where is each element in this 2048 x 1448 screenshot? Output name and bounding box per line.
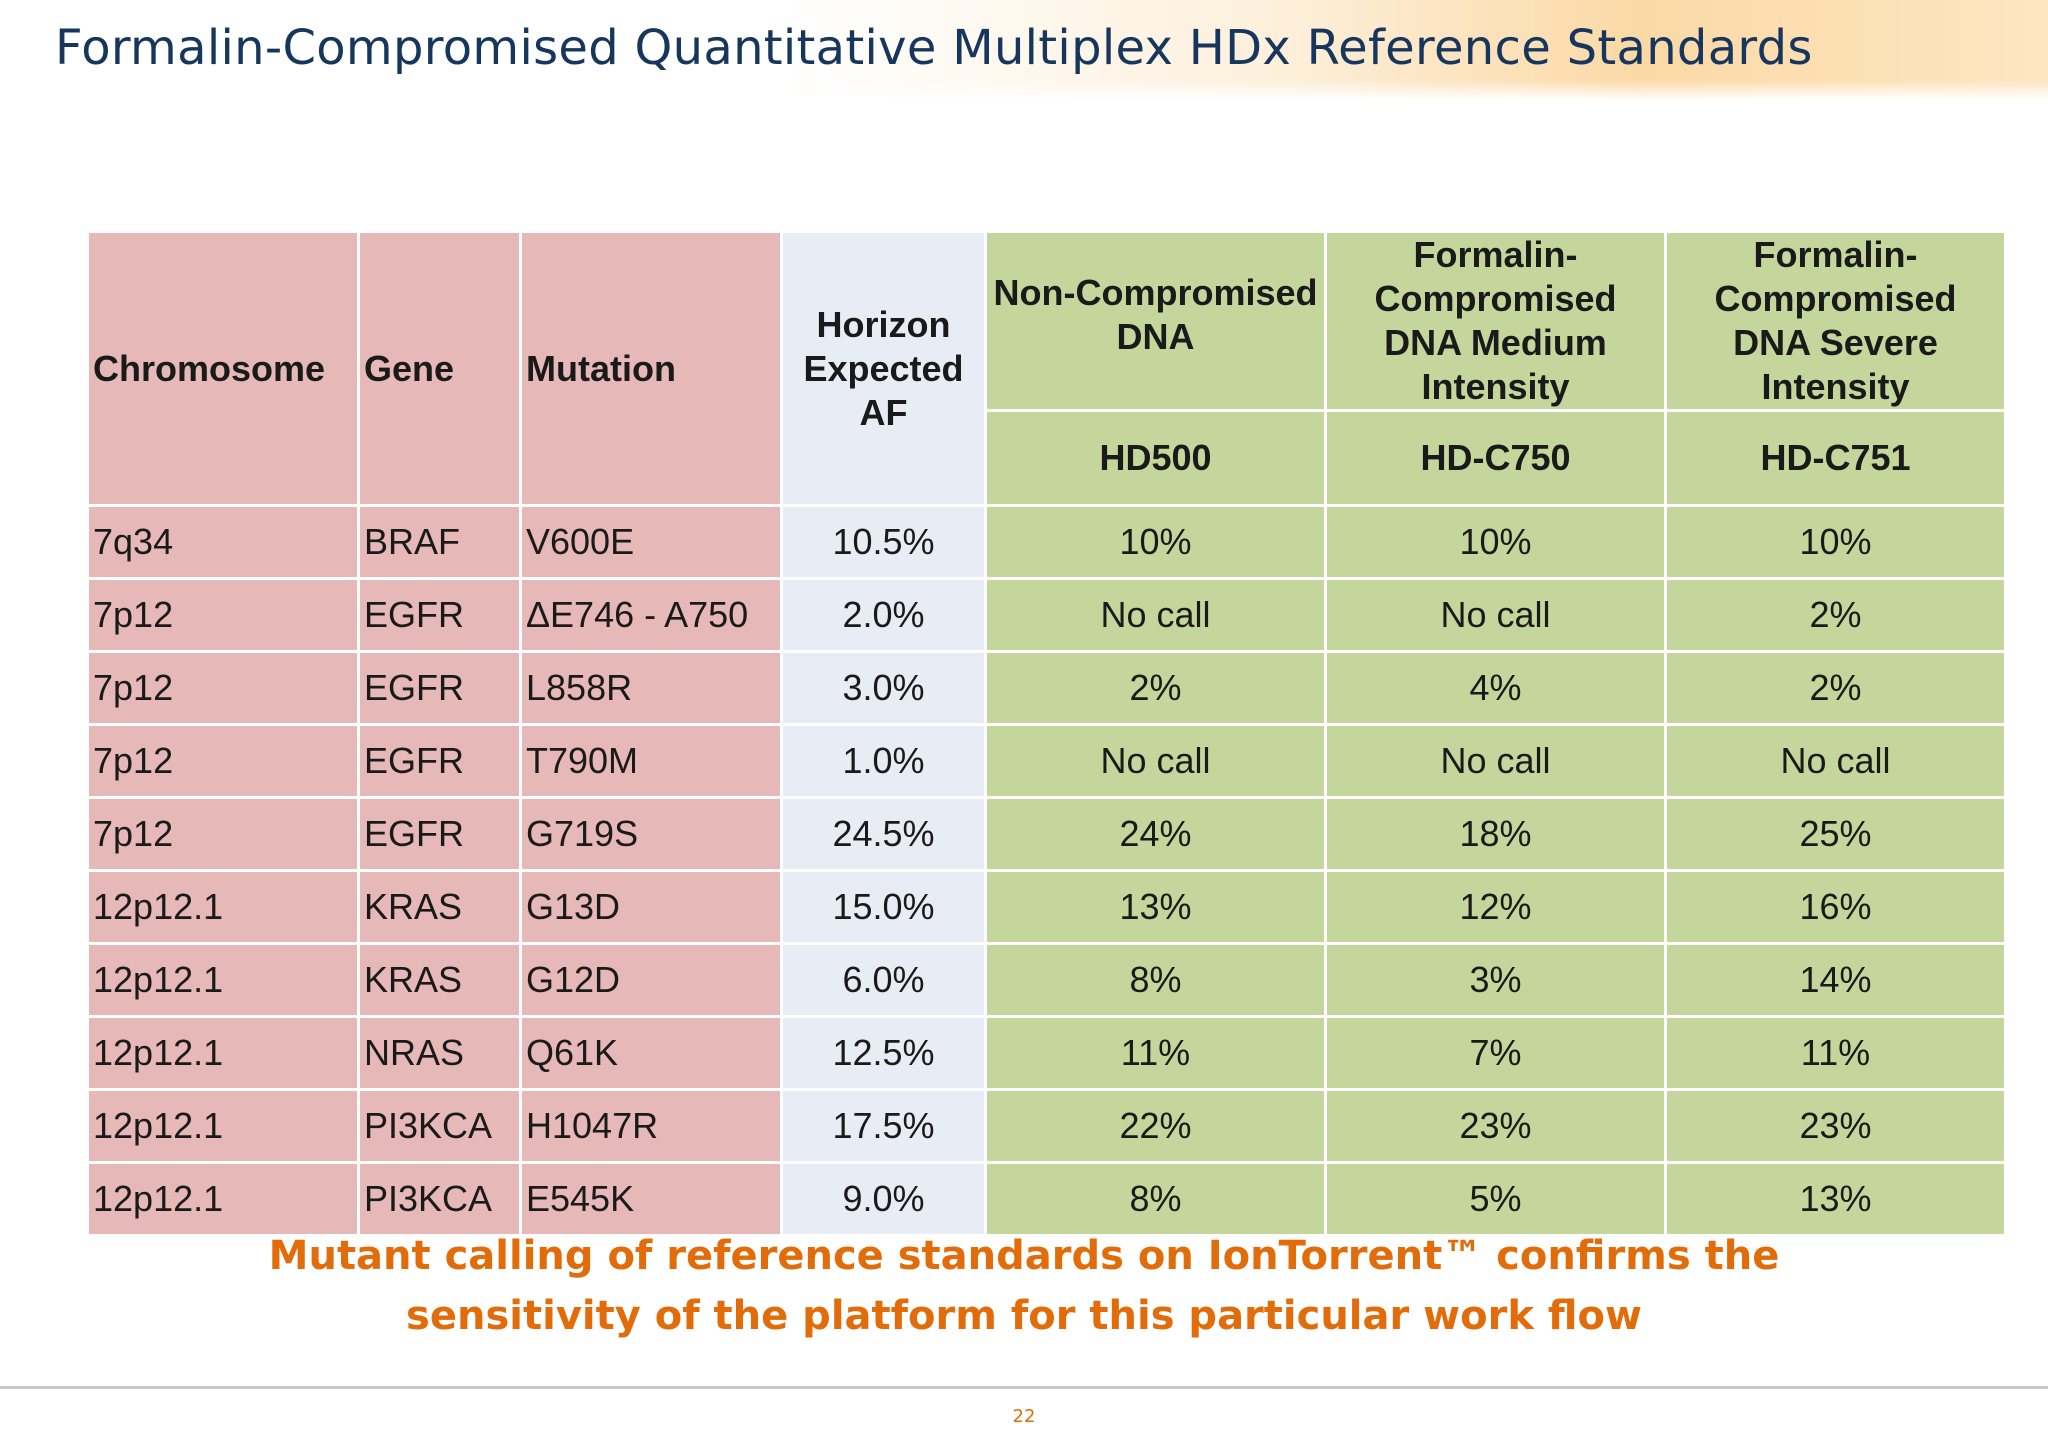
header-non-compromised: Non-Compromised DNA <box>984 230 1327 412</box>
cell-gene: KRAS <box>357 869 522 945</box>
cell-mutation: Q61K <box>519 1015 783 1091</box>
cell-hd-c750: 4% <box>1324 650 1667 726</box>
cell-hd500: 10% <box>984 504 1327 580</box>
cell-hd-c750: 12% <box>1324 869 1667 945</box>
cell-gene: EGFR <box>357 796 522 872</box>
cell-hd-c751: 14% <box>1664 942 2007 1018</box>
table-row: 12p12.1 KRAS G12D 6.0% 8% 3% 14% <box>86 942 2007 1018</box>
cell-expected-af: 9.0% <box>780 1161 987 1237</box>
cell-hd500: 8% <box>984 942 1327 1018</box>
header-hd-c750: HD-C750 <box>1324 409 1667 507</box>
cell-expected-af: 24.5% <box>780 796 987 872</box>
cell-chromosome: 7p12 <box>86 650 360 726</box>
cell-mutation: E545K <box>519 1161 783 1237</box>
cell-chromosome: 7q34 <box>86 504 360 580</box>
header-medium-intensity: Formalin-Compromised DNA Medium Intensit… <box>1324 230 1667 412</box>
cell-chromosome: 12p12.1 <box>86 1161 360 1237</box>
header-mutation: Mutation <box>519 230 783 507</box>
cell-expected-af: 17.5% <box>780 1088 987 1164</box>
cell-hd-c750: 7% <box>1324 1015 1667 1091</box>
cell-hd-c751: 2% <box>1664 577 2007 653</box>
cell-gene: NRAS <box>357 1015 522 1091</box>
cell-expected-af: 1.0% <box>780 723 987 799</box>
cell-hd500: 13% <box>984 869 1327 945</box>
cell-expected-af: 12.5% <box>780 1015 987 1091</box>
header-chromosome: Chromosome <box>86 230 360 507</box>
cell-hd500: 22% <box>984 1088 1327 1164</box>
table-row: 12p12.1 PI3KCA E545K 9.0% 8% 5% 13% <box>86 1161 2007 1237</box>
cell-gene: EGFR <box>357 577 522 653</box>
cell-hd500: 11% <box>984 1015 1327 1091</box>
reference-standards-table: Chromosome Gene Mutation Horizon Expecte… <box>86 230 2007 1237</box>
cell-hd-c750: No call <box>1324 723 1667 799</box>
cell-mutation: V600E <box>519 504 783 580</box>
cell-hd-c750: 23% <box>1324 1088 1667 1164</box>
cell-hd500: 2% <box>984 650 1327 726</box>
cell-hd-c751: 10% <box>1664 504 2007 580</box>
cell-mutation: H1047R <box>519 1088 783 1164</box>
cell-chromosome: 12p12.1 <box>86 1015 360 1091</box>
cell-chromosome: 12p12.1 <box>86 1088 360 1164</box>
cell-hd-c751: No call <box>1664 723 2007 799</box>
cell-hd-c751: 25% <box>1664 796 2007 872</box>
cell-expected-af: 2.0% <box>780 577 987 653</box>
cell-hd-c750: 18% <box>1324 796 1667 872</box>
cell-gene: KRAS <box>357 942 522 1018</box>
cell-hd-c750: 3% <box>1324 942 1667 1018</box>
cell-chromosome: 12p12.1 <box>86 942 360 1018</box>
cell-hd-c750: 5% <box>1324 1161 1667 1237</box>
cell-chromosome: 12p12.1 <box>86 869 360 945</box>
cell-hd-c750: 10% <box>1324 504 1667 580</box>
cell-hd-c751: 23% <box>1664 1088 2007 1164</box>
cell-expected-af: 3.0% <box>780 650 987 726</box>
header-gene: Gene <box>357 230 522 507</box>
cell-hd500: No call <box>984 723 1327 799</box>
conclusion-line-1: Mutant calling of reference standards on… <box>268 1233 1780 1279</box>
table-row: 12p12.1 PI3KCA H1047R 17.5% 22% 23% 23% <box>86 1088 2007 1164</box>
cell-mutation: T790M <box>519 723 783 799</box>
table-row: 7p12 EGFR T790M 1.0% No call No call No … <box>86 723 2007 799</box>
cell-chromosome: 7p12 <box>86 577 360 653</box>
cell-mutation: L858R <box>519 650 783 726</box>
table-row: 12p12.1 KRAS G13D 15.0% 13% 12% 16% <box>86 869 2007 945</box>
cell-expected-af: 6.0% <box>780 942 987 1018</box>
table-row: 7p12 EGFR L858R 3.0% 2% 4% 2% <box>86 650 2007 726</box>
slide-title: Formalin-Compromised Quantitative Multip… <box>55 20 1813 76</box>
conclusion-note: Mutant calling of reference standards on… <box>0 1226 2048 1346</box>
cell-hd-c751: 16% <box>1664 869 2007 945</box>
header-hd500: HD500 <box>984 409 1327 507</box>
table-row: 7p12 EGFR G719S 24.5% 24% 18% 25% <box>86 796 2007 872</box>
table-row: 7q34 BRAF V600E 10.5% 10% 10% 10% <box>86 504 2007 580</box>
page-number: 22 <box>1012 1406 1036 1427</box>
cell-expected-af: 15.0% <box>780 869 987 945</box>
title-band <box>0 0 2048 100</box>
cell-expected-af: 10.5% <box>780 504 987 580</box>
cell-gene: EGFR <box>357 723 522 799</box>
cell-hd500: 8% <box>984 1161 1327 1237</box>
cell-gene: PI3KCA <box>357 1088 522 1164</box>
cell-gene: EGFR <box>357 650 522 726</box>
cell-chromosome: 7p12 <box>86 796 360 872</box>
cell-hd500: No call <box>984 577 1327 653</box>
conclusion-line-2: sensitivity of the platform for this par… <box>406 1293 1642 1339</box>
cell-hd-c750: No call <box>1324 577 1667 653</box>
cell-hd500: 24% <box>984 796 1327 872</box>
cell-gene: PI3KCA <box>357 1161 522 1237</box>
header-expected-af: Horizon Expected AF <box>780 230 987 507</box>
cell-mutation: G12D <box>519 942 783 1018</box>
cell-hd-c751: 2% <box>1664 650 2007 726</box>
header-hd-c751: HD-C751 <box>1664 409 2007 507</box>
table-row: 12p12.1 NRAS Q61K 12.5% 11% 7% 11% <box>86 1015 2007 1091</box>
cell-mutation: G13D <box>519 869 783 945</box>
footer-divider <box>0 1386 2048 1389</box>
cell-mutation: G719S <box>519 796 783 872</box>
cell-hd-c751: 11% <box>1664 1015 2007 1091</box>
cell-gene: BRAF <box>357 504 522 580</box>
table-row: 7p12 EGFR ΔE746 - A750 2.0% No call No c… <box>86 577 2007 653</box>
cell-chromosome: 7p12 <box>86 723 360 799</box>
header-severe-intensity: Formalin-Compromised DNA Severe Intensit… <box>1664 230 2007 412</box>
cell-mutation: ΔE746 - A750 <box>519 577 783 653</box>
cell-hd-c751: 13% <box>1664 1161 2007 1237</box>
